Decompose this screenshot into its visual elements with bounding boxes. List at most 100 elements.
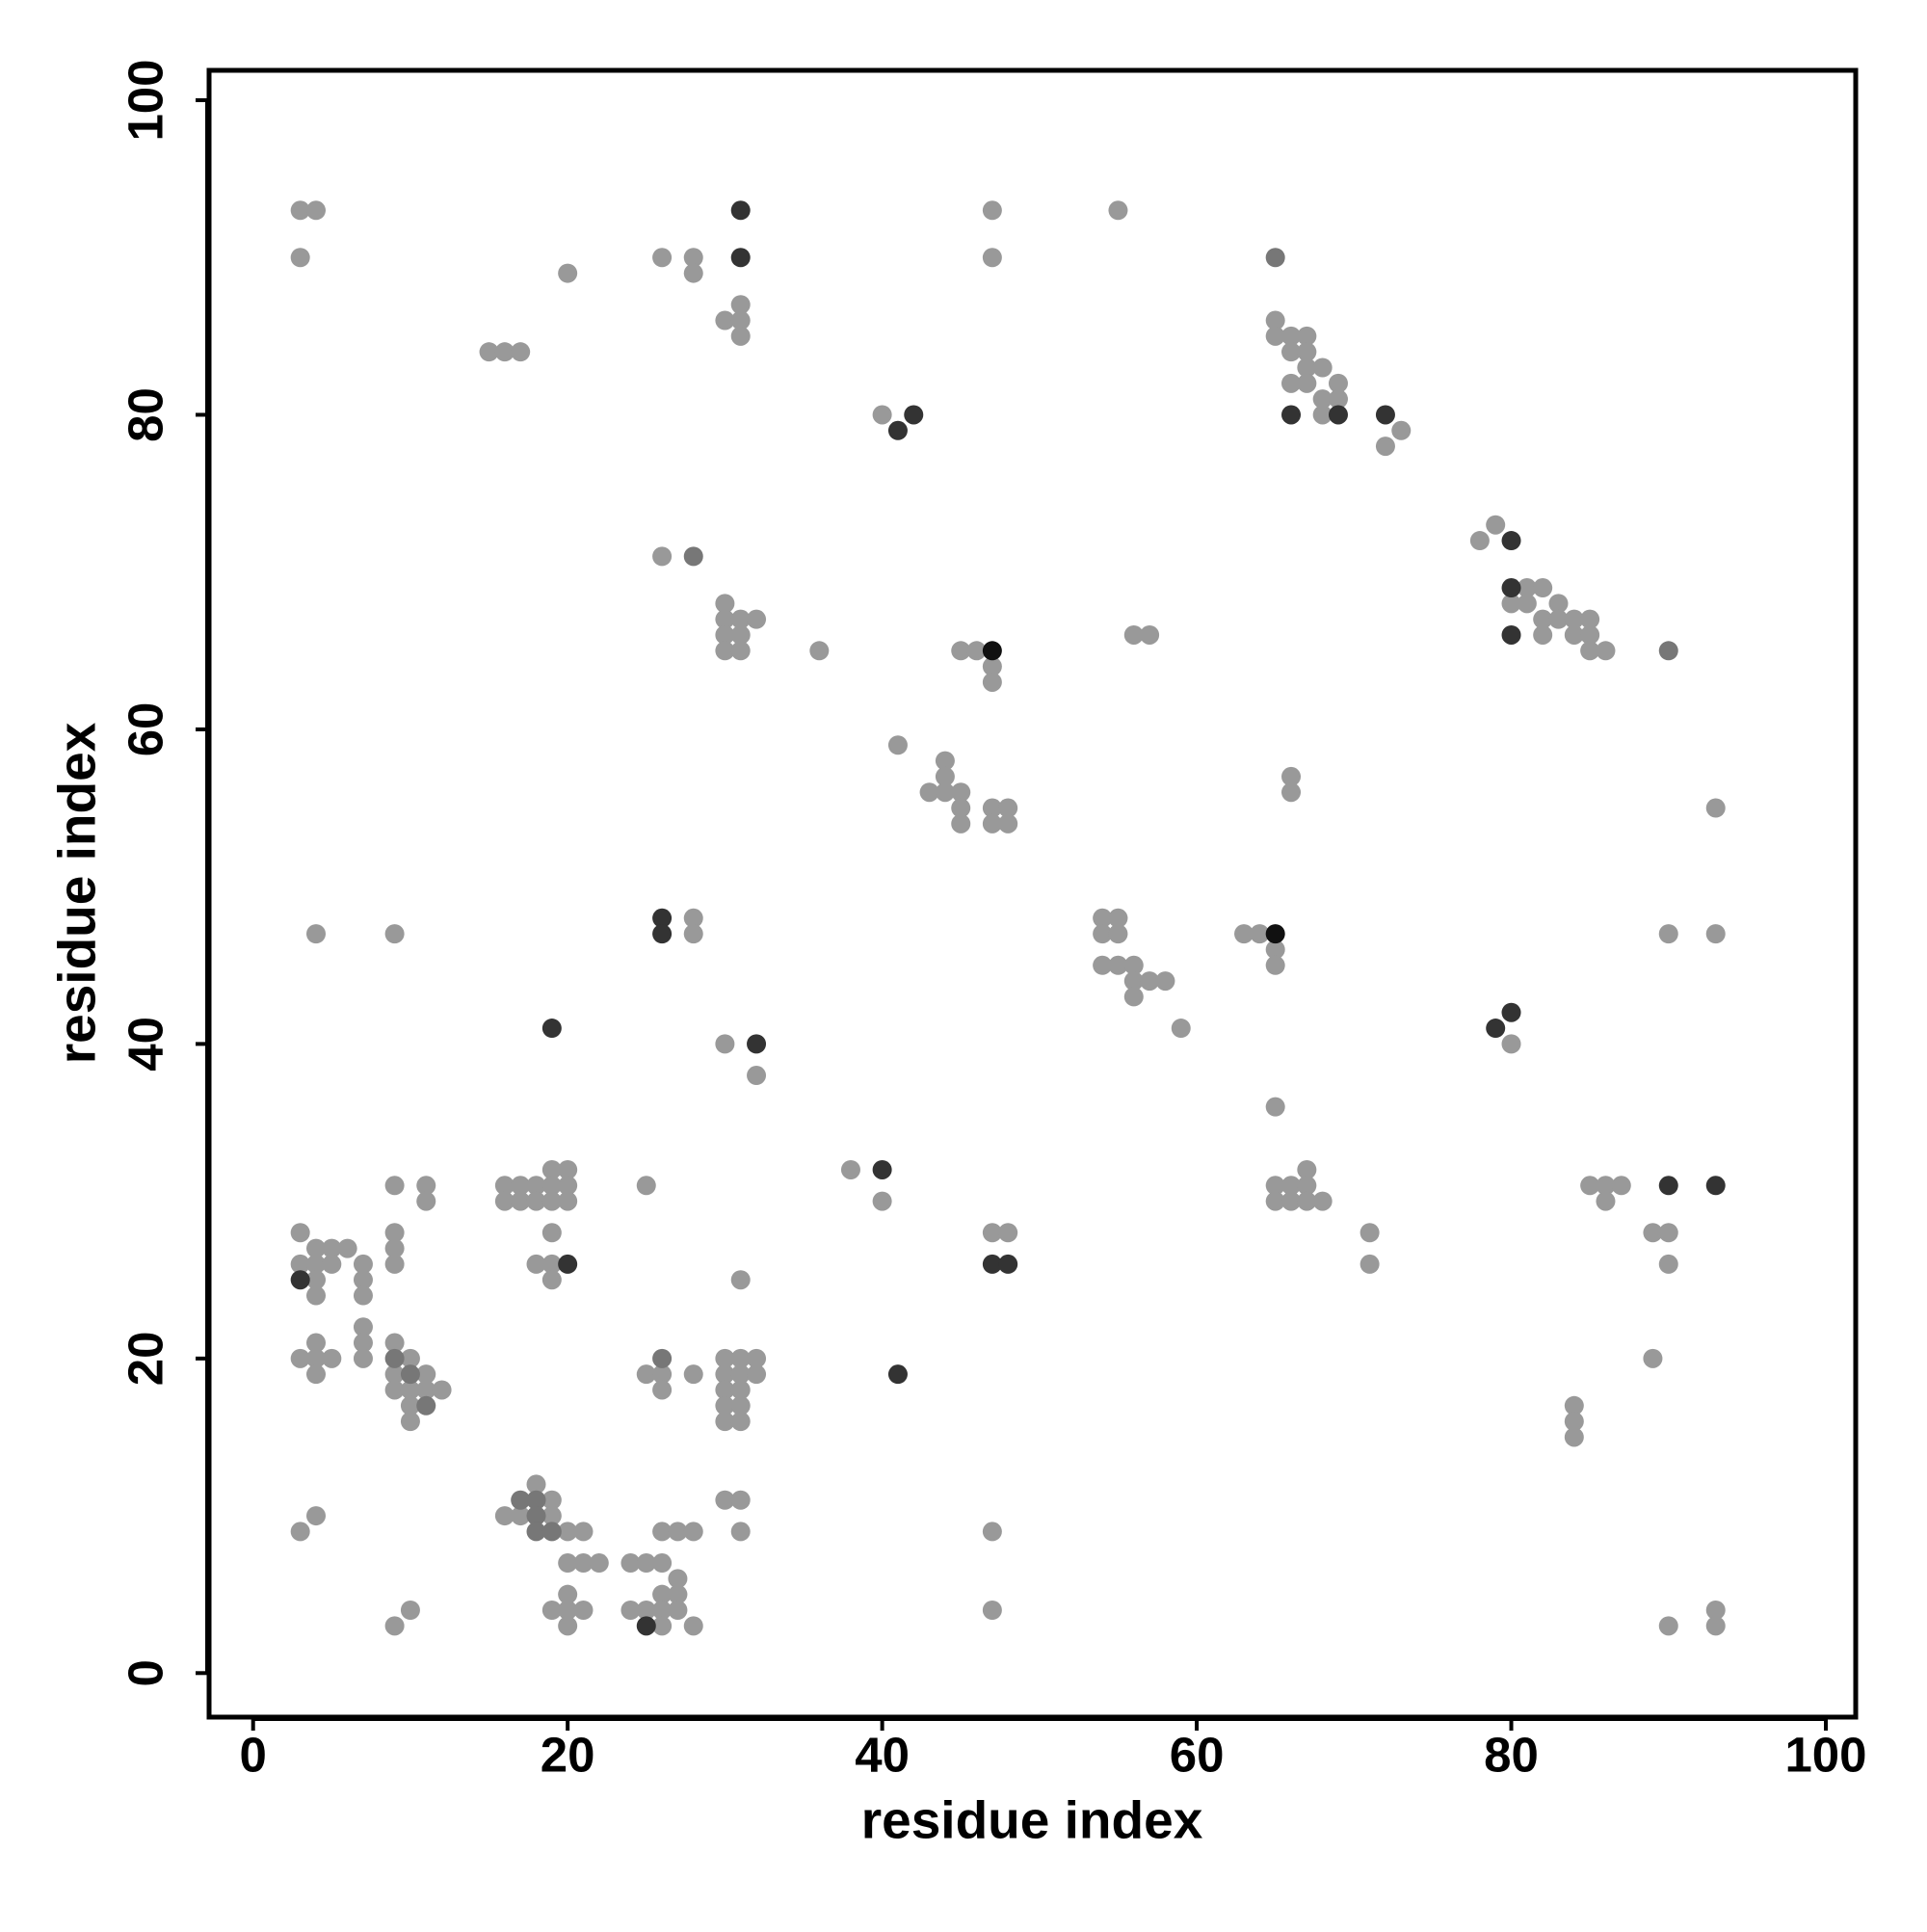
point xyxy=(1501,594,1521,614)
point xyxy=(1580,624,1600,645)
point xyxy=(872,1159,892,1179)
point xyxy=(1658,1254,1678,1274)
point xyxy=(652,1364,673,1385)
point xyxy=(730,310,751,331)
point xyxy=(809,641,830,661)
point xyxy=(1250,924,1270,944)
point xyxy=(353,1317,373,1337)
point xyxy=(526,1191,546,1211)
point xyxy=(715,624,735,645)
point xyxy=(935,751,955,771)
point xyxy=(982,1254,1002,1274)
point xyxy=(1486,1019,1506,1039)
point xyxy=(1140,971,1160,992)
point xyxy=(290,1270,310,1290)
point xyxy=(1312,1191,1333,1211)
point xyxy=(1596,1191,1616,1211)
point xyxy=(1281,1176,1302,1196)
point xyxy=(400,1348,420,1368)
point xyxy=(384,1223,405,1243)
point xyxy=(494,1176,515,1196)
point xyxy=(541,1490,562,1510)
point xyxy=(305,1254,326,1274)
point xyxy=(541,1601,562,1621)
point xyxy=(747,1066,767,1086)
point xyxy=(416,1364,436,1385)
point xyxy=(558,1522,578,1542)
point xyxy=(558,1254,578,1274)
point xyxy=(1705,1601,1726,1621)
point xyxy=(1580,641,1600,661)
point xyxy=(353,1270,373,1290)
x-tick-label: 0 xyxy=(240,1727,267,1782)
point xyxy=(747,1364,767,1385)
point xyxy=(589,1553,609,1574)
point xyxy=(290,1223,310,1243)
point xyxy=(1108,908,1128,928)
point xyxy=(636,1616,656,1636)
point xyxy=(1281,766,1302,786)
point xyxy=(384,1380,405,1400)
point xyxy=(290,1254,310,1274)
point xyxy=(384,1364,405,1385)
point xyxy=(1265,940,1285,960)
point xyxy=(652,1348,673,1368)
point xyxy=(511,1490,531,1510)
point xyxy=(400,1412,420,1432)
point xyxy=(541,1019,562,1039)
point xyxy=(322,1254,342,1274)
point xyxy=(1658,1223,1678,1243)
point xyxy=(668,1601,688,1621)
point xyxy=(652,1584,673,1604)
point xyxy=(511,1191,531,1211)
point xyxy=(652,1616,673,1636)
point xyxy=(1705,798,1726,818)
point xyxy=(1375,437,1395,457)
y-tick-label: 0 xyxy=(118,1659,172,1686)
point xyxy=(1123,987,1144,1007)
point xyxy=(1564,624,1584,645)
point xyxy=(1359,1254,1380,1274)
plot-frame xyxy=(206,67,1859,1720)
point xyxy=(400,1395,420,1416)
point xyxy=(730,641,751,661)
point xyxy=(982,813,1002,834)
point xyxy=(1312,389,1333,410)
x-tick-label: 60 xyxy=(1170,1727,1225,1782)
point xyxy=(526,1474,546,1495)
point xyxy=(730,1522,751,1542)
point xyxy=(982,248,1002,268)
point xyxy=(353,1254,373,1274)
point xyxy=(416,1380,436,1400)
point xyxy=(652,1380,673,1400)
point xyxy=(384,1238,405,1258)
point xyxy=(715,1034,735,1054)
point xyxy=(1658,1176,1678,1196)
point xyxy=(541,1254,562,1274)
point xyxy=(1297,1191,1317,1211)
point xyxy=(715,641,735,661)
point xyxy=(337,1238,357,1258)
point xyxy=(305,1506,326,1526)
point xyxy=(1140,624,1160,645)
point xyxy=(1093,955,1113,975)
x-tick-label: 80 xyxy=(1484,1727,1539,1782)
point xyxy=(730,1348,751,1368)
point xyxy=(982,641,1002,661)
point xyxy=(887,420,908,440)
point xyxy=(982,656,1002,676)
point xyxy=(887,1364,908,1385)
point xyxy=(652,1553,673,1574)
point xyxy=(1281,405,1302,425)
point xyxy=(730,624,751,645)
point xyxy=(1501,1002,1521,1022)
point xyxy=(1391,420,1412,440)
point xyxy=(1643,1223,1663,1243)
point xyxy=(730,1364,751,1385)
point xyxy=(1580,1176,1600,1196)
point xyxy=(1359,1223,1380,1243)
point xyxy=(620,1553,641,1574)
point xyxy=(966,641,987,661)
point xyxy=(1658,1616,1678,1636)
point xyxy=(1533,624,1553,645)
